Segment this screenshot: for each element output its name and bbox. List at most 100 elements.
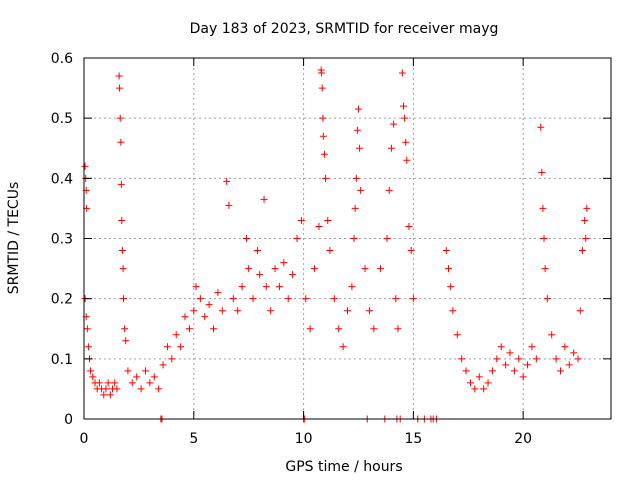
data-point xyxy=(318,69,326,77)
data-point xyxy=(293,235,301,242)
y-tick-label: 0.2 xyxy=(51,292,73,308)
x-tick-label: 15 xyxy=(404,431,422,447)
data-point xyxy=(111,379,119,387)
data-point xyxy=(548,331,556,339)
data-point xyxy=(267,307,275,315)
data-point xyxy=(515,355,523,363)
data-point xyxy=(256,271,264,279)
data-point xyxy=(106,391,114,399)
data-point xyxy=(83,325,91,333)
chart-title: Day 183 of 2023, SRMTID for receiver may… xyxy=(190,21,499,37)
data-point xyxy=(532,355,540,363)
data-point xyxy=(311,265,319,273)
data-point xyxy=(330,295,338,303)
data-point xyxy=(84,343,92,351)
y-tick-label: 0.1 xyxy=(51,352,73,368)
data-point xyxy=(302,295,310,303)
data-point xyxy=(262,283,270,291)
data-point xyxy=(370,325,378,333)
data-point xyxy=(556,367,564,375)
data-point xyxy=(538,168,546,176)
data-point xyxy=(318,84,326,92)
data-point xyxy=(225,201,233,209)
data-point xyxy=(565,361,573,369)
data-point xyxy=(141,367,149,375)
data-point xyxy=(242,235,250,242)
data-point xyxy=(100,391,108,399)
data-point xyxy=(458,355,466,363)
data-point xyxy=(539,204,547,212)
data-point xyxy=(365,307,373,315)
x-tick-label: 10 xyxy=(295,431,313,447)
data-point xyxy=(238,283,246,291)
data-point xyxy=(320,150,328,158)
data-point xyxy=(510,367,518,375)
data-point xyxy=(462,367,470,375)
data-point xyxy=(398,69,406,77)
data-point xyxy=(387,144,395,152)
data-point xyxy=(383,235,391,242)
data-point xyxy=(201,313,209,321)
data-point xyxy=(392,295,400,303)
data-point xyxy=(574,355,582,363)
data-point xyxy=(348,283,356,291)
data-point xyxy=(117,138,125,146)
data-point xyxy=(319,132,327,140)
data-point xyxy=(543,295,551,303)
data-point xyxy=(552,355,560,363)
data-point xyxy=(150,373,158,381)
data-point xyxy=(297,216,305,224)
data-point xyxy=(493,355,501,363)
data-point xyxy=(87,367,95,375)
data-point xyxy=(284,295,292,303)
data-point xyxy=(260,195,268,203)
y-axis-label: SRMTID / TECUs xyxy=(6,182,22,295)
data-point xyxy=(376,265,384,273)
data-point xyxy=(102,385,110,393)
ticks: 0 0.1 0.2 0.3 0.4 0.5 0.6 0 5 10 15 20 xyxy=(51,51,611,447)
data-point xyxy=(576,307,584,315)
data-point xyxy=(344,307,351,315)
data-point xyxy=(223,177,231,185)
data-point xyxy=(339,343,347,351)
data-point xyxy=(502,361,510,369)
data-point xyxy=(306,325,314,333)
data-point xyxy=(352,174,360,182)
data-point xyxy=(128,379,136,387)
data-point xyxy=(582,235,590,242)
data-point xyxy=(205,301,213,309)
data-point xyxy=(322,174,330,182)
data-point xyxy=(177,343,185,351)
data-point xyxy=(354,105,362,113)
data-point xyxy=(390,120,398,128)
data-point xyxy=(253,247,261,255)
x-tick-label: 0 xyxy=(80,431,89,447)
data-point xyxy=(113,385,121,393)
data-point xyxy=(561,343,569,351)
data-point xyxy=(117,180,125,188)
data-point xyxy=(172,331,180,339)
data-point xyxy=(449,307,457,315)
data-point xyxy=(480,385,488,393)
data-point xyxy=(116,114,124,122)
data-point xyxy=(118,216,126,224)
data-point xyxy=(190,307,198,315)
data-point xyxy=(120,295,128,303)
data-point xyxy=(155,385,163,393)
data-point xyxy=(159,361,167,369)
data-point xyxy=(326,247,334,255)
y-tick-label: 0.3 xyxy=(51,232,73,248)
data-point xyxy=(471,385,479,393)
data-point xyxy=(357,186,365,194)
data-point xyxy=(115,72,123,80)
data-points xyxy=(81,66,591,423)
data-point xyxy=(122,337,130,345)
data-point xyxy=(466,379,474,387)
data-point xyxy=(581,216,589,224)
data-point xyxy=(537,123,545,131)
data-point xyxy=(121,325,129,333)
data-point xyxy=(89,373,97,381)
data-point xyxy=(409,295,417,303)
data-point xyxy=(484,379,492,387)
